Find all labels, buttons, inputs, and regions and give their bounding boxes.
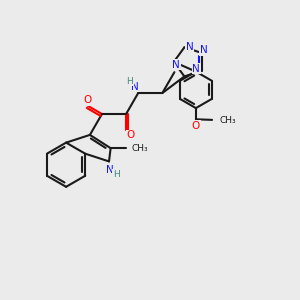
- Text: N: N: [172, 60, 180, 70]
- Text: N: N: [200, 45, 208, 55]
- Text: H: H: [113, 170, 120, 179]
- Text: N: N: [131, 82, 139, 92]
- Text: CH₃: CH₃: [131, 144, 148, 153]
- Text: O: O: [126, 130, 135, 140]
- Text: O: O: [83, 95, 91, 105]
- Text: N: N: [106, 165, 114, 175]
- Text: H: H: [127, 77, 133, 86]
- Text: N: N: [186, 42, 194, 52]
- Text: O: O: [192, 121, 200, 131]
- Text: CH₃: CH₃: [219, 116, 236, 125]
- Text: N: N: [192, 64, 200, 74]
